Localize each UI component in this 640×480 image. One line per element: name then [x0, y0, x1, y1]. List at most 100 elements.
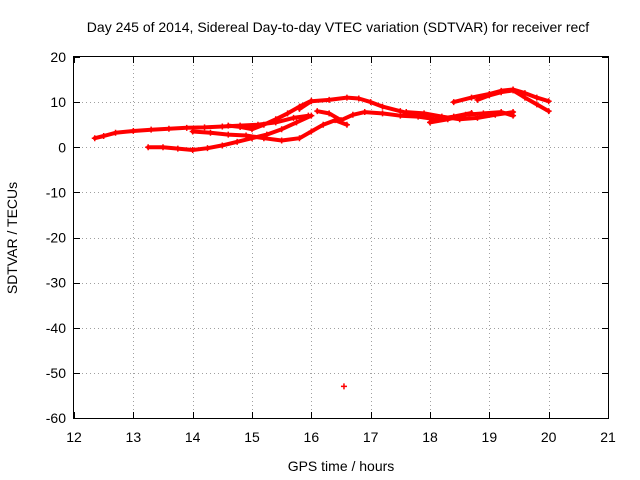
data-point [314, 108, 321, 115]
data-point [145, 144, 152, 151]
data-point [234, 138, 241, 145]
data-point [308, 128, 315, 135]
data-point [189, 146, 196, 153]
y-tick-label: 0 [58, 139, 66, 155]
axis-ticks [74, 57, 609, 419]
y-tick-label: -50 [46, 365, 66, 381]
x-tick-label: 21 [600, 429, 616, 445]
x-tick-label: 17 [363, 429, 379, 445]
data-point [326, 110, 333, 117]
y-tick-label: -60 [46, 410, 66, 426]
y-axis-label: SDTVAR / TECUs [4, 182, 20, 294]
data-point [367, 99, 374, 106]
data-point [308, 112, 315, 119]
x-tick-label: 14 [185, 429, 201, 445]
data-point [219, 123, 226, 130]
data-point [204, 145, 211, 152]
x-tick-label: 19 [482, 429, 498, 445]
data-point [326, 96, 333, 103]
data-point [272, 116, 279, 123]
data-point [498, 89, 505, 96]
data-point [444, 116, 451, 123]
data-point [462, 111, 469, 118]
x-tick-label: 20 [541, 429, 557, 445]
data-point [308, 98, 315, 105]
y-tick-label: -40 [46, 320, 66, 336]
data-point [379, 110, 386, 117]
data-point [225, 122, 232, 129]
series-track-3 [189, 117, 350, 144]
data-point [486, 92, 493, 99]
data-point [112, 129, 119, 136]
data-point [189, 128, 196, 135]
data-point [480, 110, 487, 117]
x-tick-labels: 12 13 14 15 16 17 18 19 20 21 [66, 429, 616, 445]
y-tick-labels: 20 10 0 -10 -20 -30 -40 -50 -60 [46, 49, 66, 426]
series-outlier [340, 383, 347, 390]
data-point [340, 383, 347, 390]
data-point [260, 135, 267, 142]
data-point [545, 98, 552, 105]
data-series [91, 86, 552, 390]
x-tick-label: 13 [126, 429, 142, 445]
data-point [355, 95, 362, 102]
data-point [296, 135, 303, 142]
data-point [421, 110, 428, 117]
data-point [207, 129, 214, 136]
data-point [474, 96, 481, 103]
data-point [296, 105, 303, 112]
x-tick-label: 12 [66, 429, 82, 445]
data-point [379, 103, 386, 110]
chart-title: Day 245 of 2014, Sidereal Day-to-day VTE… [87, 19, 589, 35]
data-point [397, 112, 404, 119]
data-point [284, 110, 291, 117]
data-point [510, 112, 517, 119]
data-point [148, 126, 155, 133]
data-point [130, 128, 137, 135]
data-point [450, 99, 457, 106]
y-tick-label: -30 [46, 275, 66, 291]
y-tick-label: -10 [46, 184, 66, 200]
data-point [225, 131, 232, 138]
plot-frame [73, 56, 609, 419]
data-point [403, 109, 410, 116]
data-point [290, 114, 297, 121]
data-point [100, 132, 107, 139]
data-point [278, 126, 285, 133]
data-point [474, 114, 481, 121]
data-point [521, 94, 528, 101]
data-point [338, 117, 344, 124]
y-tick-label: 10 [50, 94, 66, 110]
data-point [174, 145, 181, 152]
x-axis-label: GPS time / hours [288, 458, 395, 474]
data-point [278, 137, 285, 144]
data-point [545, 108, 552, 115]
grid [74, 57, 608, 418]
data-point [243, 132, 250, 139]
data-point [249, 126, 255, 133]
series-track-9 [474, 87, 552, 115]
data-point [219, 142, 226, 149]
series-track-10 [427, 109, 517, 126]
series-track-2 [145, 112, 315, 153]
x-tick-label: 18 [422, 429, 438, 445]
x-tick-label: 15 [244, 429, 260, 445]
data-point [510, 87, 517, 94]
data-point [533, 94, 540, 101]
series-track-7 [403, 109, 517, 123]
data-point [343, 94, 350, 101]
data-point [498, 109, 505, 116]
data-point [260, 121, 267, 128]
x-tick-label: 16 [304, 429, 320, 445]
data-point [533, 101, 540, 108]
data-point [201, 124, 208, 131]
data-point [361, 109, 368, 116]
data-point [349, 111, 356, 118]
data-point [468, 94, 475, 101]
data-point [343, 121, 350, 128]
data-point [237, 123, 244, 130]
data-point [427, 119, 433, 126]
y-tick-label: -20 [46, 230, 66, 246]
data-point [293, 119, 300, 126]
